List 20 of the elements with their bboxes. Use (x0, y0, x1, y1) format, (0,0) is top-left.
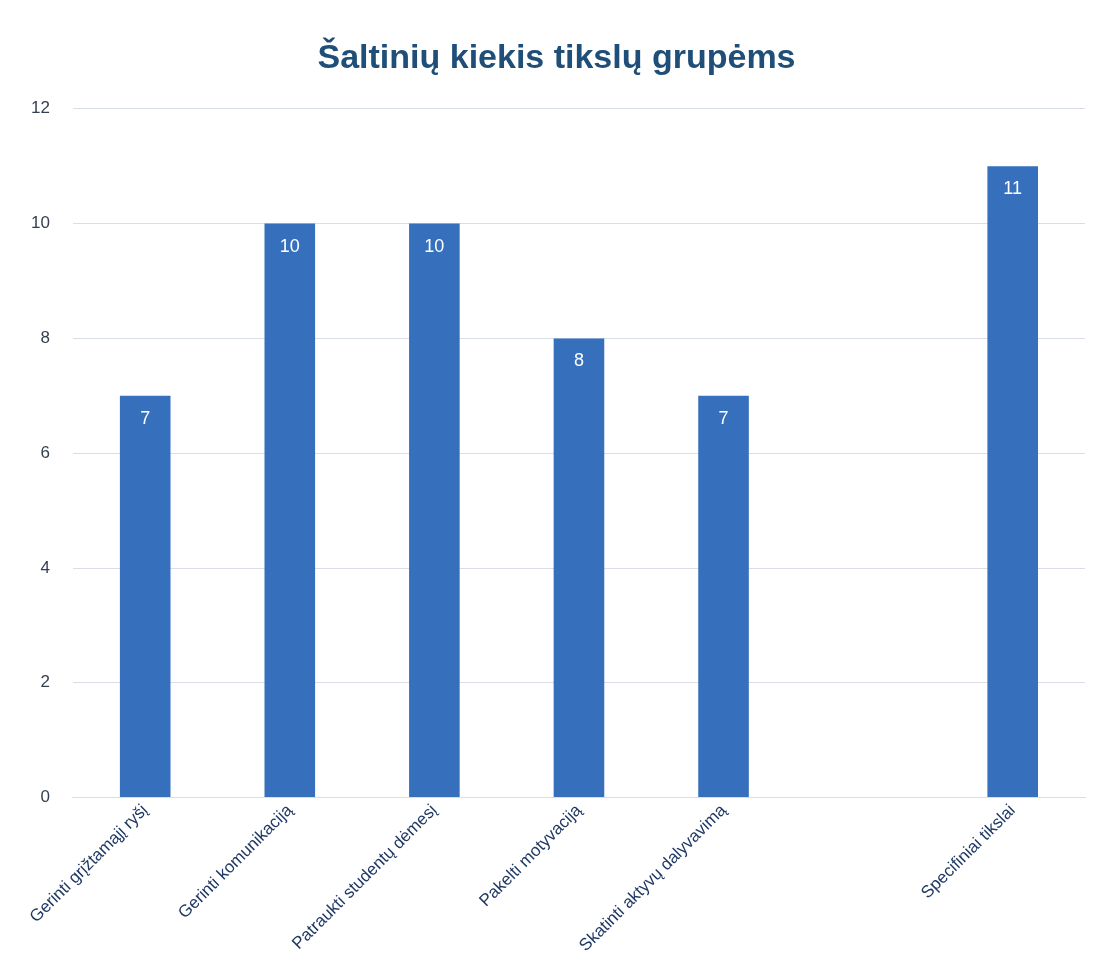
y-tick-label: 0 (40, 787, 50, 807)
chart-title: Šaltinių kiekis tikslų grupėms (317, 36, 796, 75)
bar (409, 223, 460, 798)
y-tick-label: 12 (30, 98, 50, 118)
bar (987, 166, 1039, 798)
data-label: 10 (279, 235, 300, 256)
data-label: 7 (140, 407, 151, 428)
y-tick-label: 4 (40, 557, 50, 577)
bar (698, 395, 749, 798)
data-label: 7 (718, 407, 729, 428)
bar (119, 395, 171, 798)
bar (264, 223, 316, 798)
data-label: 10 (424, 235, 445, 256)
data-label: 11 (1003, 178, 1023, 199)
y-tick-label: 2 (40, 672, 50, 692)
bar (553, 338, 605, 798)
y-tick-label: 10 (30, 213, 50, 233)
y-tick-label: 8 (40, 328, 50, 348)
data-label: 8 (573, 350, 584, 371)
y-tick-label: 6 (40, 442, 50, 462)
